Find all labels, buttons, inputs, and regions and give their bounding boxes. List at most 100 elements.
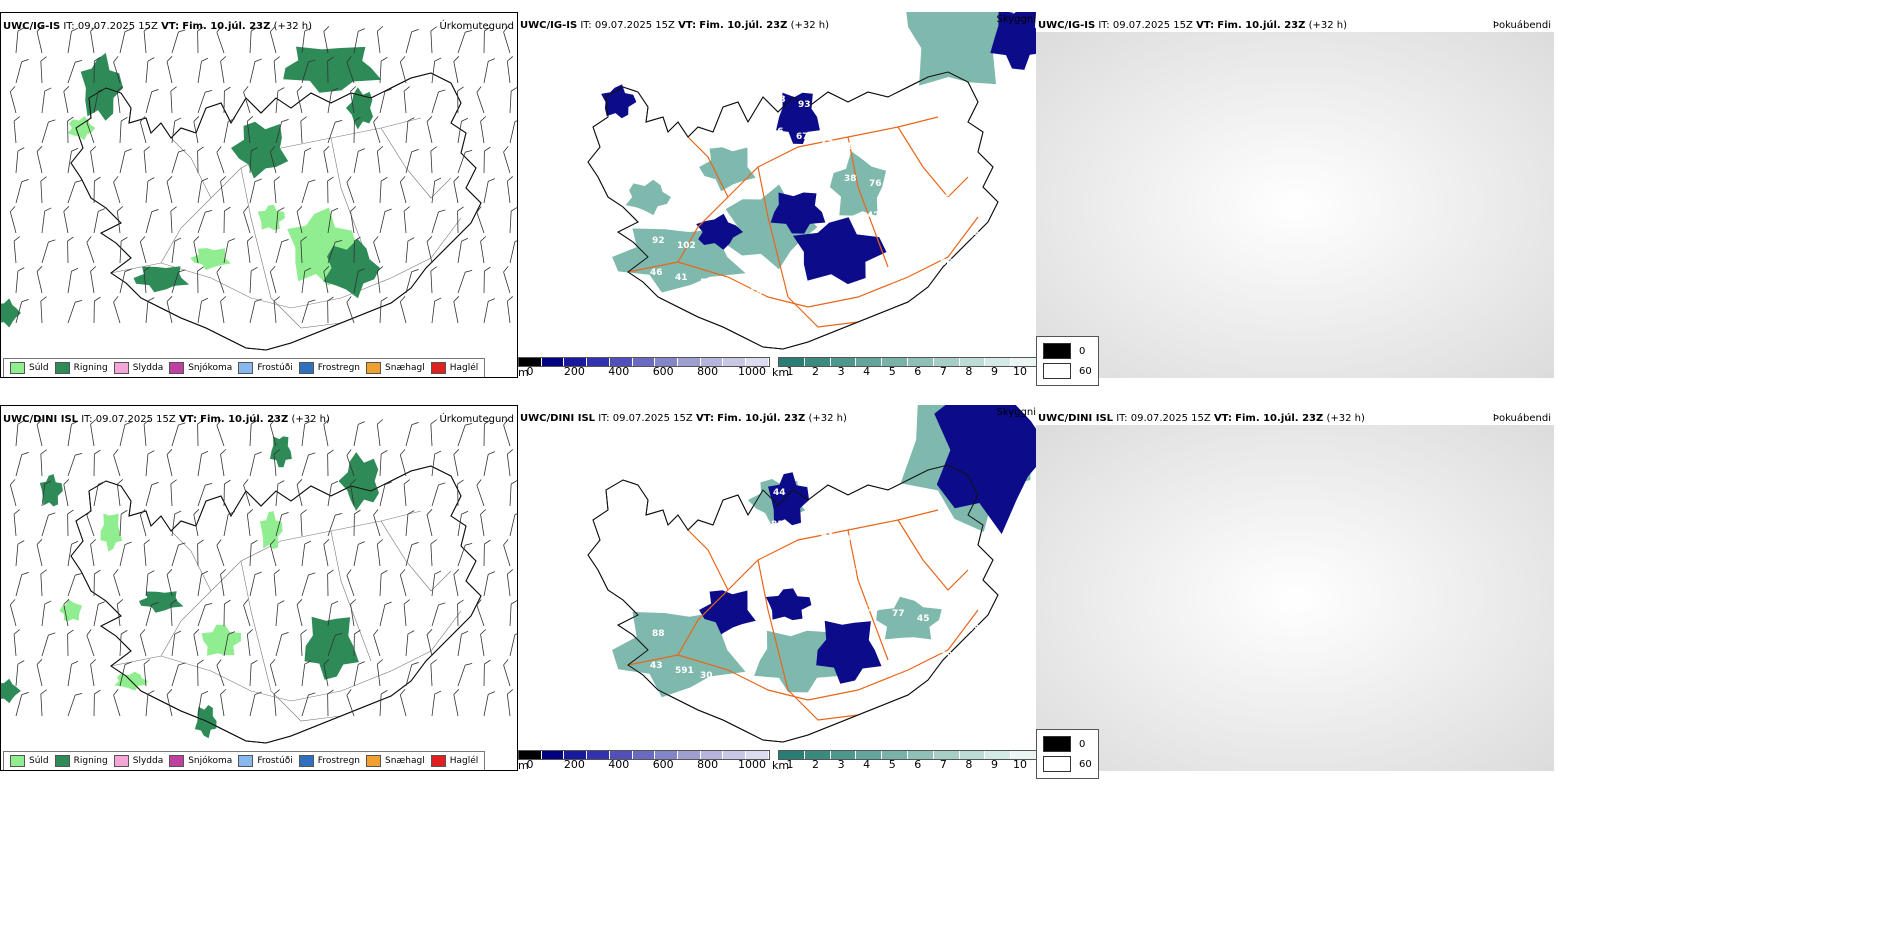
legend-swatch	[366, 362, 382, 374]
cloudbase-value-label: 98	[725, 283, 738, 293]
cloudbase-value-label: 144	[894, 184, 913, 194]
cloudbase-value-label: 25	[821, 137, 834, 147]
precip-area	[304, 616, 359, 680]
cloudbase-value-label: 83	[771, 520, 784, 530]
colorbar-tick-label: 2	[812, 365, 820, 378]
legend-swatch	[54, 362, 70, 374]
colorbar-tick-label: 7	[939, 758, 947, 771]
fog-background	[1036, 32, 1554, 378]
precip-area	[270, 436, 292, 468]
colorbar-cell	[804, 751, 831, 759]
colorbar-tick-label: 6	[914, 365, 922, 378]
legend-swatch	[169, 362, 185, 374]
colorbar-cell	[587, 358, 610, 366]
fog-legend-top: 0 60	[1036, 336, 1099, 386]
fog-legend-label: 0	[1079, 345, 1086, 357]
colorbar-cell	[779, 751, 805, 759]
precip-area	[283, 46, 382, 93]
legend-label: Súld	[29, 756, 49, 766]
cloudbase-panel-top: UWC/IG-IS IT: 09.07.2025 15Z VT: Fim. 10…	[518, 12, 1036, 378]
colorbar-cell	[830, 358, 857, 366]
legend-label: Súld	[29, 363, 49, 373]
road-network	[110, 510, 462, 722]
colorbar-cell	[519, 358, 542, 366]
cloudbase-value-label: 20	[896, 152, 909, 162]
cloudbase-value-label: 38	[844, 174, 857, 184]
fog-legend-label: 60	[1079, 758, 1092, 770]
precip-legend: Súld Rigning Slydda Snjókoma Frostúði Frostre…	[3, 358, 486, 377]
cloudbase-value-label: 47	[869, 572, 882, 582]
wind-barbs	[9, 419, 517, 717]
legend-item: Rigning	[54, 362, 108, 374]
colorbar-cell	[856, 358, 883, 366]
fog-legend-swatch	[1043, 363, 1071, 379]
colorbar-cell	[632, 751, 656, 759]
cloudbase-value-label: 30	[700, 671, 713, 681]
legend-item: Rigning	[54, 755, 108, 767]
cloudbase-value-label: 62	[796, 525, 809, 535]
cloudbase-value-label: 53	[794, 164, 807, 174]
legend-swatch	[54, 755, 70, 767]
cloudbase-value-label: 41	[675, 273, 688, 283]
legend-label: Slydda	[132, 363, 164, 373]
cloudbase-value-label: 34	[942, 619, 955, 629]
colorbar-cell	[723, 751, 747, 759]
legend-item: Frostregn	[298, 755, 360, 767]
visibility-area	[754, 630, 842, 693]
cloudbase-value-label: 53	[700, 278, 713, 288]
legend-label: Snæhagl	[385, 756, 425, 766]
cloudbase-value-label: 591	[675, 666, 694, 676]
precip-area	[139, 591, 184, 613]
cloudbase-map: 117 107 53 42 86 56 102 65 24 33 43 46 38 87 46 34 67 76 5…	[587, 12, 1036, 350]
cloudbase-value-label: 102	[677, 241, 696, 251]
colorbar-tick-label: 9	[990, 365, 998, 378]
fog-legend-bottom: 0 60	[1036, 729, 1099, 779]
cloudbase-value-label: 45	[917, 614, 930, 624]
cloudbase-value-label: 88	[673, 468, 686, 478]
colorbar-cell	[933, 358, 960, 366]
colorbar-cell	[856, 751, 883, 759]
cloudbase-value-label: 43	[821, 530, 834, 540]
cloudbase-value-label: 102	[746, 122, 765, 132]
colorbar-cell	[541, 751, 565, 759]
cloudbase-panel-bottom: UWC/DINI ISL IT: 09.07.2025 15Z VT: Fim.…	[518, 405, 1036, 771]
legend-label: Snæhagl	[385, 363, 425, 373]
cloudbase-area	[816, 620, 882, 684]
cloudbase-value-label: 43	[967, 624, 980, 634]
legend-item: Snæhagl	[366, 755, 425, 767]
panel-title: Þokuábendi	[1492, 413, 1551, 424]
colorbar-tick-label: 9	[990, 758, 998, 771]
colorbar-cell	[609, 751, 633, 759]
panel-title: Skyggni	[996, 407, 1036, 418]
colorbar-tick-label: 8	[965, 758, 973, 771]
panel-title: Þokuábendi	[1492, 20, 1551, 31]
colorbar-cells	[778, 750, 1038, 760]
cloudbase-value-label: 59	[750, 288, 763, 298]
legend-swatch	[113, 362, 129, 374]
colorbar-cell	[830, 751, 857, 759]
cloudbase-value-label: 46	[771, 127, 784, 137]
colorbar-tick-label: 200	[563, 365, 585, 378]
cloudbase-value-label: 54	[823, 105, 836, 115]
cloudbase-value-label: 70	[919, 189, 932, 199]
colorbar-tick-label: 4	[863, 365, 871, 378]
cloudbase-value-label: 43	[698, 80, 711, 90]
colorbar-cell	[564, 751, 588, 759]
cloudbase-value-label: 77	[892, 609, 905, 619]
cloudbase-value-label: 56	[894, 577, 907, 587]
cloudbase-value-label: 44	[773, 488, 786, 498]
precip-area	[59, 598, 83, 621]
colorbar-unit: m	[518, 366, 529, 379]
cloudbase-value-label: 76	[869, 179, 882, 189]
legend-item: Slydda	[113, 755, 163, 767]
legend-swatch	[430, 755, 446, 767]
panel-title: Skyggni	[996, 14, 1036, 25]
legend-label: Frostúði	[257, 756, 293, 766]
cloudbase-value-label: 107	[721, 117, 740, 127]
legend-item: Slydda	[113, 362, 164, 374]
legend-item: Frostregn	[298, 362, 360, 374]
legend-swatch	[366, 755, 382, 767]
colorbar-cell	[700, 751, 724, 759]
colorbar-cells	[518, 750, 770, 760]
cloudbase-value-label: 78	[965, 656, 978, 666]
